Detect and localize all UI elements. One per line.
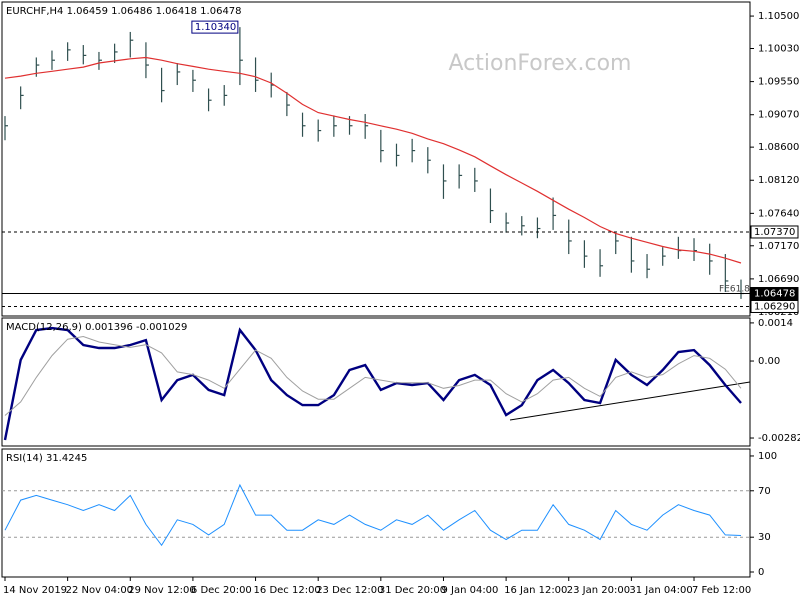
y-tick-label: 1.08120 bbox=[758, 175, 799, 186]
trend-line bbox=[509, 381, 751, 421]
level-label: 1.07370 bbox=[754, 227, 795, 238]
x-tick-label: 9 Jan 04:00 bbox=[441, 585, 498, 596]
x-tick-label: 16 Jan 12:00 bbox=[504, 585, 567, 596]
macd-line bbox=[4, 335, 742, 416]
x-tick-label: 6 Dec 20:00 bbox=[191, 585, 252, 596]
panel-frame bbox=[1, 448, 751, 578]
y-tick-label: 0 bbox=[758, 567, 764, 578]
macd-line bbox=[3, 326, 742, 441]
y-tick-label: 1.07640 bbox=[758, 208, 799, 219]
y-tick-label: 1.10500 bbox=[758, 11, 799, 22]
level-label-box bbox=[750, 225, 799, 239]
x-tick-label: 22 Nov 04:00 bbox=[66, 585, 133, 596]
x-tick-label: 31 Dec 20:00 bbox=[379, 585, 446, 596]
y-tick-label: 30 bbox=[758, 532, 771, 543]
y-tick-label: 1.08600 bbox=[758, 142, 799, 153]
y-tick-label: 1.09550 bbox=[758, 77, 799, 88]
level-label-box bbox=[750, 299, 799, 313]
rsi-line bbox=[4, 483, 742, 547]
x-tick-label: 29 Nov 12:00 bbox=[128, 585, 195, 596]
peak-label: 1.10340 bbox=[195, 22, 236, 33]
y-tick-label: 0.0014 bbox=[758, 318, 793, 329]
fe-label: FE61.8 bbox=[719, 285, 750, 295]
level-label: 1.06290 bbox=[754, 301, 795, 312]
watermark: ActionForex.com bbox=[449, 51, 632, 76]
y-tick-label: 1.09070 bbox=[758, 110, 799, 121]
x-tick-label: 23 Dec 12:00 bbox=[316, 585, 383, 596]
panel-title: MACD(12,26,9) 0.001396 -0.001029 bbox=[6, 322, 187, 333]
y-tick-label: 0.00 bbox=[758, 356, 780, 367]
y-tick-label: 1.06690 bbox=[758, 274, 799, 285]
y-tick-label: -0.002827 bbox=[758, 433, 800, 444]
y-tick-label: 1.07170 bbox=[758, 241, 799, 252]
panel-title: EURCHF,H4 1.06459 1.06486 1.06418 1.0647… bbox=[6, 6, 242, 17]
panel-title: RSI(14) 31.4245 bbox=[6, 453, 87, 464]
x-tick-label: 31 Jan 04:00 bbox=[629, 585, 692, 596]
panel-frame bbox=[1, 317, 751, 447]
level-label: 1.06478 bbox=[754, 289, 795, 300]
y-tick-label: 70 bbox=[758, 486, 771, 497]
peak-label-box bbox=[191, 20, 239, 34]
moving-average bbox=[4, 56, 742, 264]
x-tick-label: 14 Nov 2019 bbox=[3, 585, 67, 596]
y-tick-label: 100 bbox=[758, 451, 777, 462]
level-label-box bbox=[750, 287, 799, 301]
x-tick-label: 16 Dec 12:00 bbox=[254, 585, 321, 596]
panel-frame bbox=[1, 1, 751, 317]
y-tick-label: 1.10030 bbox=[758, 43, 799, 54]
x-tick-label: 23 Jan 20:00 bbox=[567, 585, 630, 596]
x-tick-label: 7 Feb 12:00 bbox=[692, 585, 751, 596]
